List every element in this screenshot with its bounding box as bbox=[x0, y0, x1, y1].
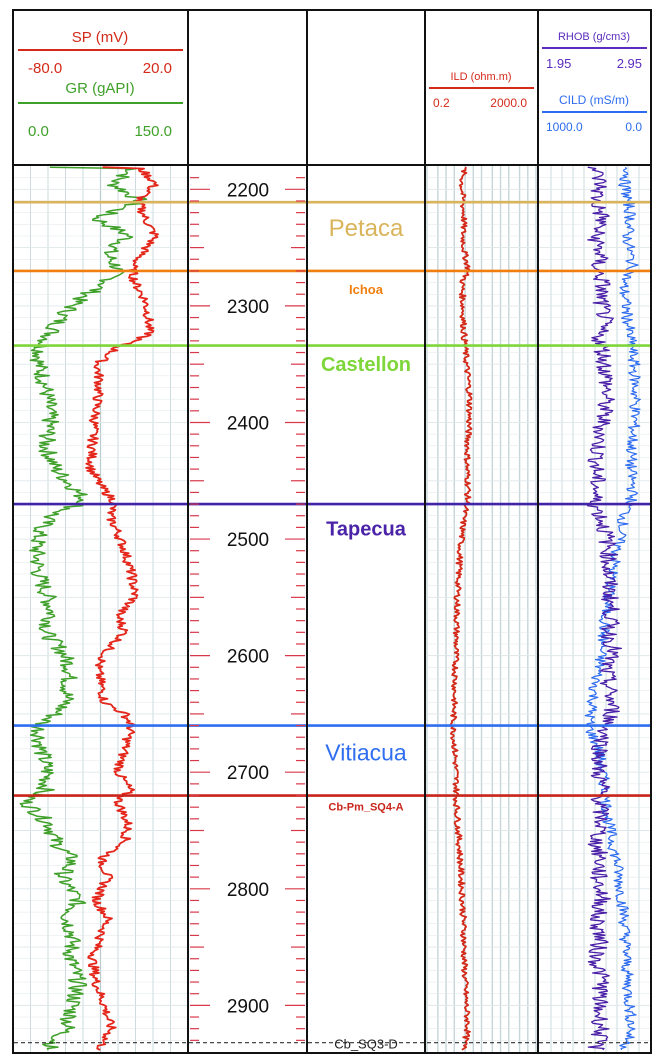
curve-layer bbox=[19, 166, 641, 1051]
ild-title: ILD (ohm.m) bbox=[450, 71, 511, 83]
log-frame bbox=[12, 9, 652, 1054]
sp-title: SP (mV) bbox=[72, 29, 128, 46]
depth-label: 2600 bbox=[227, 647, 269, 668]
formation-label: Cb_SQ3-D bbox=[334, 1037, 398, 1052]
sp-range-right: 20.0 bbox=[143, 60, 172, 77]
depth-label: 2400 bbox=[227, 413, 269, 434]
depth-label: 2900 bbox=[227, 996, 269, 1017]
depth-label: 2500 bbox=[227, 530, 269, 551]
cild-title: CILD (mS/m) bbox=[559, 93, 629, 107]
gr-curve bbox=[19, 166, 148, 1051]
formation-label: Ichoa bbox=[349, 282, 384, 297]
depth-label: 2300 bbox=[227, 297, 269, 318]
rhob-cild-header: RHOB (g/cm3) 1.95 2.95 CILD (mS/m) 1000.… bbox=[542, 31, 647, 134]
sp-gr-header: SP (mV) -80.0 20.0 GR (gAPI) 0.0 150.0 bbox=[18, 29, 183, 140]
rhob-curve bbox=[586, 166, 623, 1051]
ild-range-left: 0.2 bbox=[433, 96, 450, 110]
ild-curve bbox=[449, 166, 473, 1051]
ild-header: ILD (ohm.m) 0.2 2000.0 bbox=[429, 71, 534, 110]
formation-label: Tapecua bbox=[326, 519, 407, 541]
formation-label: Cb-Pm_SQ4-A bbox=[328, 802, 403, 814]
depth-track: 2200 2300 2400 2500 2600 2700 2800 2900 bbox=[190, 177, 305, 1041]
ild-range-right: 2000.0 bbox=[490, 96, 527, 110]
gr-title: GR (gAPI) bbox=[65, 80, 134, 97]
rhob-range-right: 2.95 bbox=[617, 56, 642, 71]
formation-label: Vitiacua bbox=[325, 740, 407, 766]
gr-range-left: 0.0 bbox=[28, 123, 49, 140]
formation-label: Petaca bbox=[329, 215, 404, 242]
depth-label: 2700 bbox=[227, 763, 269, 784]
sp-curve bbox=[85, 166, 159, 1051]
formation-label: Castellon bbox=[321, 354, 411, 376]
depth-label: 2800 bbox=[227, 880, 269, 901]
sp-range-left: -80.0 bbox=[28, 60, 62, 77]
cild-range-right: 0.0 bbox=[625, 120, 642, 134]
rhob-title: RHOB (g/cm3) bbox=[558, 31, 630, 43]
rhob-range-left: 1.95 bbox=[546, 56, 571, 71]
depth-label: 2200 bbox=[227, 180, 269, 201]
cild-range-left: 1000.0 bbox=[546, 120, 583, 134]
formation-layer bbox=[14, 200, 650, 1044]
formation-labels: Petaca Ichoa Castellon Tapecua Vitiacua Cb-Pm… bbox=[321, 215, 411, 1052]
gr-range-right: 150.0 bbox=[134, 123, 172, 140]
